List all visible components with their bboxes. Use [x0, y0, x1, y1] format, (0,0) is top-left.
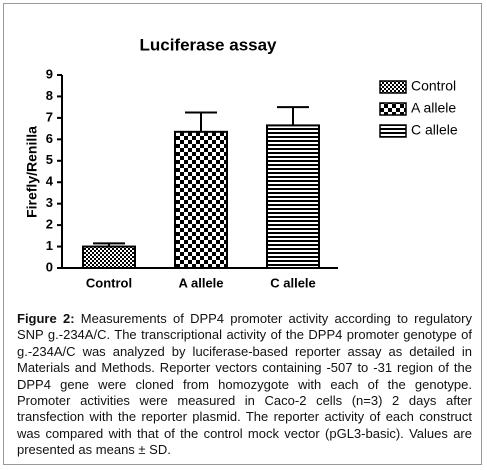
x-tick-label: A allele [178, 275, 223, 290]
chart: Luciferase assay Firefly/Renilla 0 1 2 3 4 5 6… [24, 35, 458, 290]
bar [174, 130, 228, 269]
y-tick-label: 2 [46, 217, 53, 232]
y-tick-label: 5 [46, 152, 53, 167]
y-tick-label: 7 [46, 109, 53, 124]
bar [82, 245, 136, 270]
y-tick-label: 0 [46, 259, 53, 274]
legend-swatch [379, 102, 407, 116]
y-tick-label: 6 [46, 131, 53, 146]
y-tick-label: 4 [46, 174, 54, 189]
x-tick-label: C allele [270, 275, 316, 290]
legend-label: Control [411, 78, 456, 94]
y-tick-label: 3 [46, 195, 53, 210]
legend-swatch [379, 124, 407, 138]
legend-label: A allele [411, 100, 456, 116]
y-axis-label: Firefly/Renilla [24, 126, 40, 218]
frame [3, 3, 482, 465]
chart-title: Luciferase assay [139, 35, 277, 54]
bar [266, 124, 320, 270]
legend-label: C allele [411, 122, 458, 138]
x-tick-label: Control [86, 275, 132, 290]
y-tick-label: 1 [46, 238, 53, 253]
caption-text: Measurements of DPP4 promoter activity a… [17, 311, 472, 458]
caption: Figure 2: Measurements of DPP4 promoter … [17, 311, 472, 459]
y-tick-label: 9 [46, 66, 53, 81]
caption-label: Figure 2: [17, 311, 75, 326]
y-tick-label: 8 [46, 88, 53, 103]
legend-swatch [379, 80, 407, 94]
